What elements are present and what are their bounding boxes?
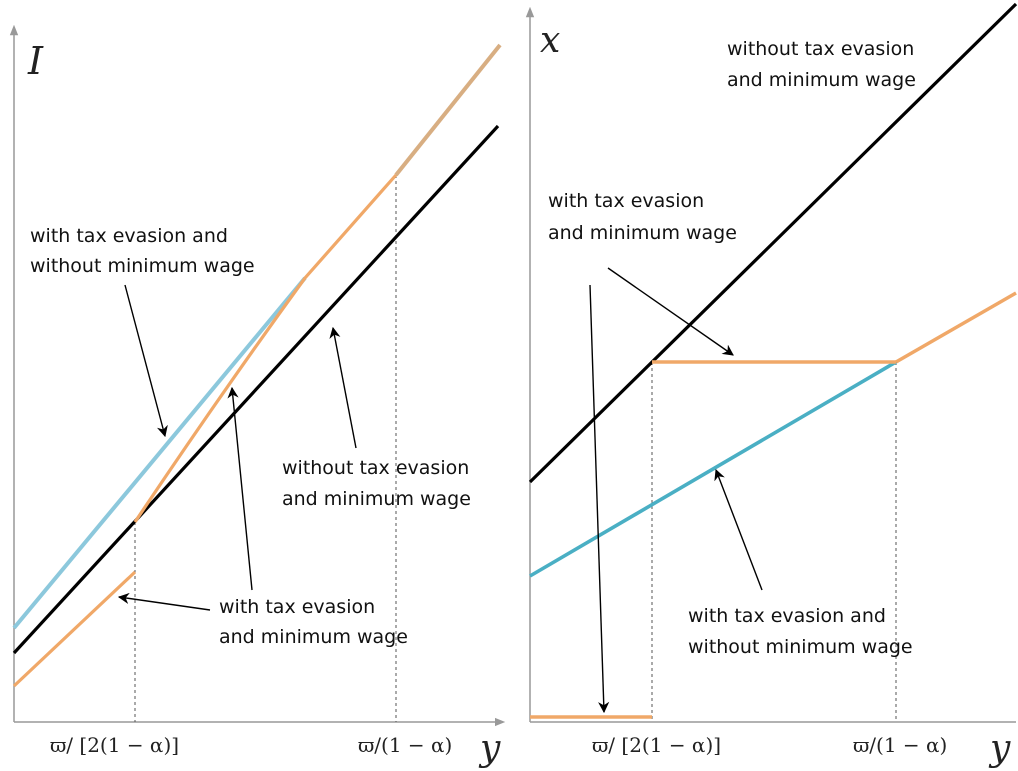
right-arrow-evasion-no-minwage	[714, 468, 763, 591]
right-annot-evasion-no-minwage-l2: without minimum wage	[688, 636, 913, 658]
left-annot-no-evasion-l2: and minimum wage	[282, 488, 471, 510]
left-y-axis-label: I	[27, 39, 44, 83]
right-annot-no-evasion-l2: and minimum wage	[727, 69, 916, 91]
right-evasion-no-minwage-line	[529, 360, 897, 578]
left-annot-evasion-no-minwage-l1: with tax evasion and	[30, 225, 228, 247]
left-annot-evasion-no-minwage-l2: without minimum wage	[30, 255, 255, 277]
left-no-evasion-line	[12, 124, 500, 655]
left-arrow-evasion-minwage-up	[227, 386, 253, 591]
right-x-axis-label: y	[988, 728, 1011, 769]
right-no-evasion-line	[528, 2, 1018, 484]
left-evasion-minwage-curve	[133, 173, 398, 523]
left-arrow-evasion-no-minwage	[124, 284, 168, 438]
left-evasion-minwage-upper-segment	[394, 43, 502, 177]
right-annot-evasion-minwage-l1: with tax evasion	[548, 190, 704, 212]
left-annot-no-evasion-l1: without tax evasion	[282, 457, 469, 479]
right-annot-evasion-minwage-l2: and minimum wage	[548, 222, 737, 244]
left-panel: I y ϖ/ [2(1 − α)] ϖ/(1 − α) with tax eva…	[9, 24, 506, 769]
left-annot-evasion-no-minwage: with tax evasion and without minimum wag…	[30, 225, 255, 277]
left-annot-evasion-minwage-l2: and minimum wage	[219, 626, 408, 648]
right-y-axis-label: x	[540, 20, 560, 61]
right-annot-no-evasion-l1: without tax evasion	[727, 38, 914, 60]
left-annot-evasion-minwage: with tax evasion and minimum wage	[219, 596, 408, 648]
right-annot-evasion-minwage: with tax evasion and minimum wage	[548, 190, 737, 244]
left-annot-no-evasion: without tax evasion and minimum wage	[282, 457, 475, 510]
right-annot-no-evasion: without tax evasion and minimum wage	[727, 38, 920, 91]
right-tick-label-2: ϖ/(1 − α)	[853, 733, 947, 757]
right-panel: x y ϖ/ [2(1 − α)] ϖ/(1 − α) without tax …	[525, 2, 1018, 769]
right-arrow-evasion-minwage-down	[589, 284, 610, 714]
left-x-axis-label: y	[478, 728, 501, 769]
right-annot-evasion-no-minwage-l1: with tax evasion and	[688, 605, 886, 627]
left-evasion-minwage-low-segment	[12, 570, 137, 688]
left-evasion-no-minwage-line	[12, 276, 307, 630]
left-tick-label-1: ϖ/ [2(1 − α)]	[50, 733, 179, 757]
left-tick-label-2: ϖ/(1 − α)	[358, 733, 452, 757]
left-arrow-no-evasion	[329, 326, 357, 449]
left-arrow-evasion-minwage-left	[117, 592, 211, 611]
right-arrow-evasion-minwage-flat	[607, 267, 734, 356]
left-annot-evasion-minwage-l1: with tax evasion	[219, 596, 375, 618]
right-annot-evasion-no-minwage: with tax evasion and without minimum wag…	[688, 605, 913, 658]
right-evasion-minwage-rising-segment	[895, 291, 1017, 364]
right-tick-label-1: ϖ/ [2(1 − α)]	[592, 733, 721, 757]
